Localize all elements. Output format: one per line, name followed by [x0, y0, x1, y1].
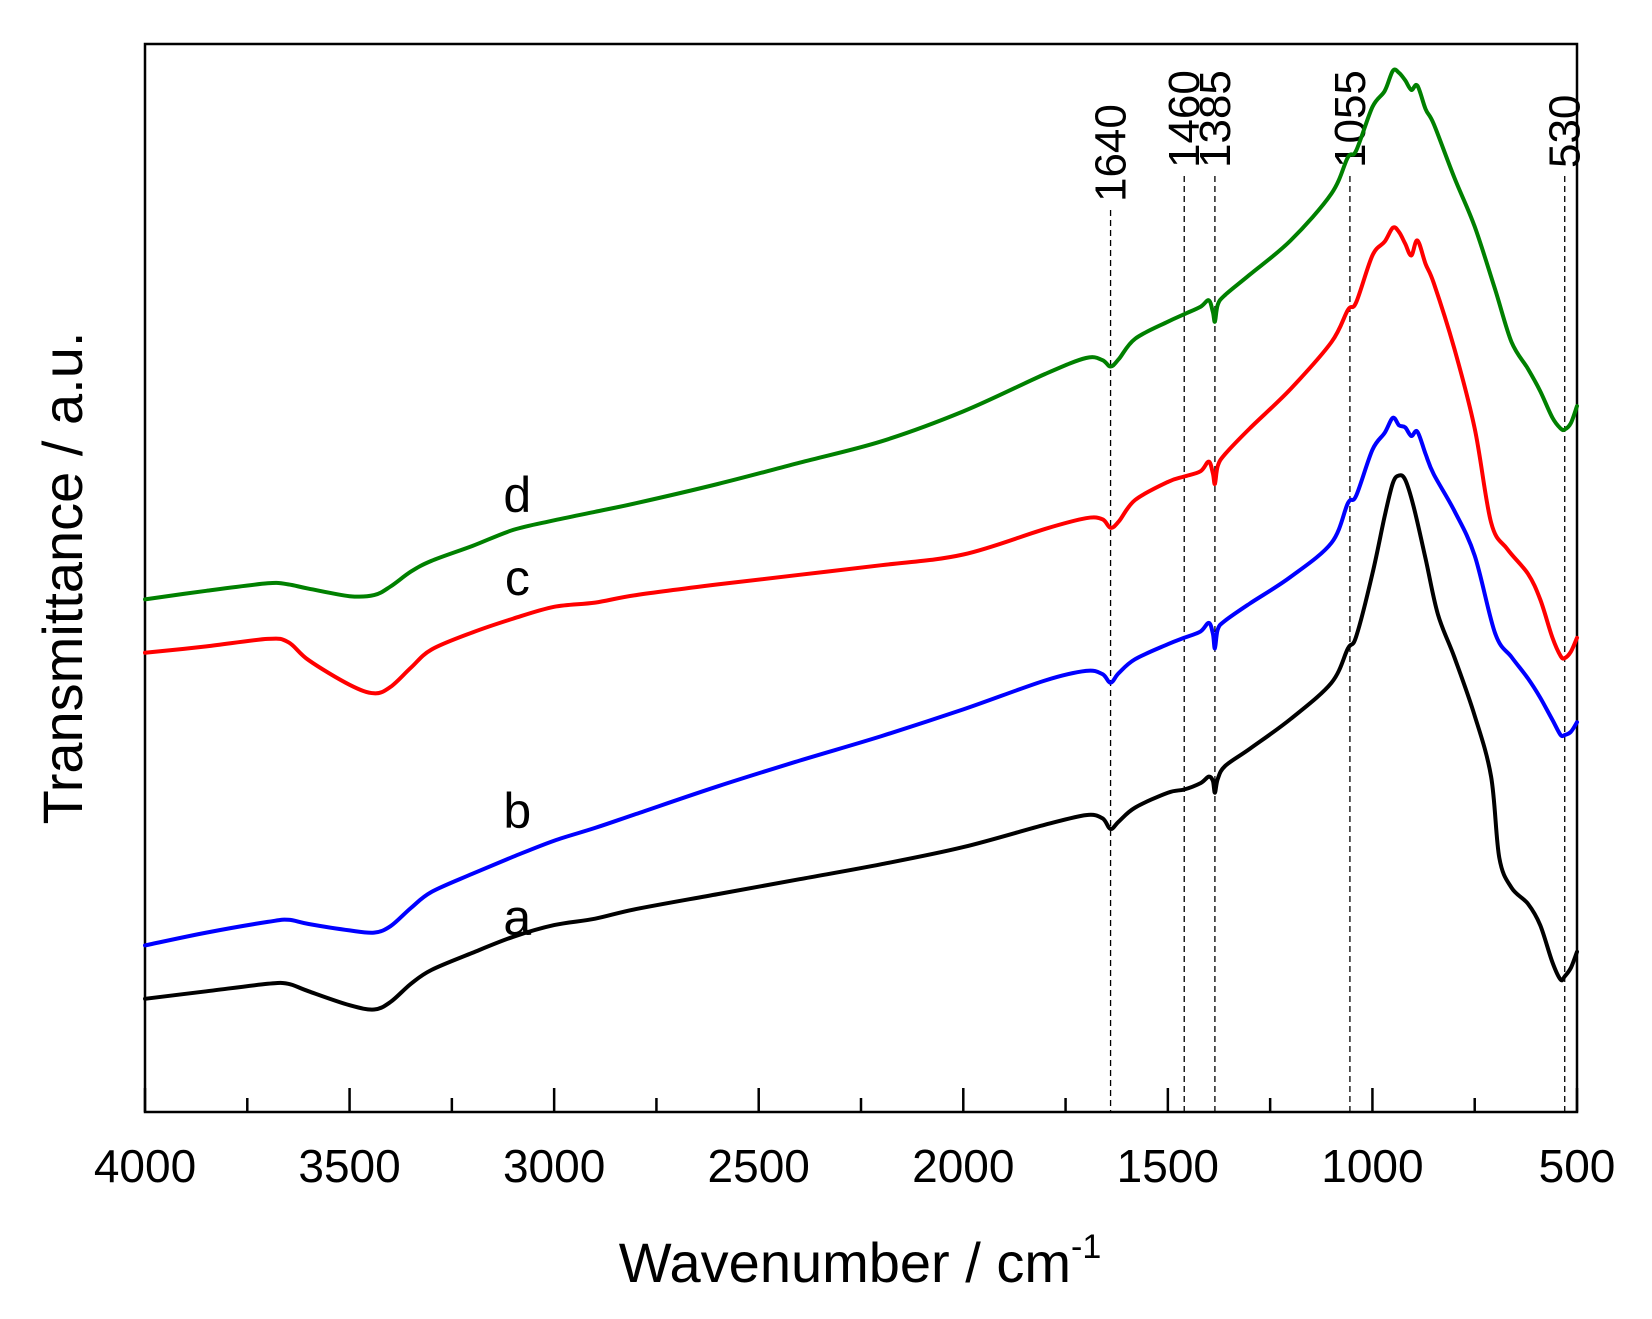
x-axis-title: Wavenumber / cm-1 — [619, 1228, 1102, 1294]
series-label-c: c — [505, 550, 530, 606]
y-axis-title: Transmittance / a.u. — [31, 332, 94, 825]
x-tick-label: 3000 — [503, 1140, 605, 1192]
reference-label-530: 530 — [1541, 95, 1590, 168]
series-label-b: b — [503, 783, 531, 839]
spectrum-series — [143, 67, 1579, 1012]
x-tick-label: 2000 — [912, 1140, 1014, 1192]
x-tick-label: 3500 — [298, 1140, 400, 1192]
reference-label-1385: 1385 — [1191, 70, 1240, 168]
x-tick-label: 1500 — [1117, 1140, 1219, 1192]
series-line-c — [143, 225, 1579, 696]
series-line-a — [143, 473, 1579, 1012]
x-tick-label: 2500 — [708, 1140, 810, 1192]
plot-frame — [143, 42, 1579, 1114]
series-label-d: d — [503, 467, 531, 523]
x-tick-label: 1000 — [1321, 1140, 1423, 1192]
series-labels: ab cd — [503, 467, 531, 946]
series-line-d — [143, 67, 1579, 602]
reference-label-1460: 1460 — [1160, 70, 1209, 168]
x-tick-label: 4000 — [94, 1140, 196, 1192]
reference-label-1640: 1640 — [1087, 104, 1136, 202]
series-line-b — [143, 415, 1579, 948]
x-axis-ticks: 4000 3500 3000 2500 2000 1500 1000 500 — [94, 1088, 1616, 1192]
series-label-a: a — [503, 890, 531, 946]
x-tick-label: 500 — [1539, 1140, 1616, 1192]
